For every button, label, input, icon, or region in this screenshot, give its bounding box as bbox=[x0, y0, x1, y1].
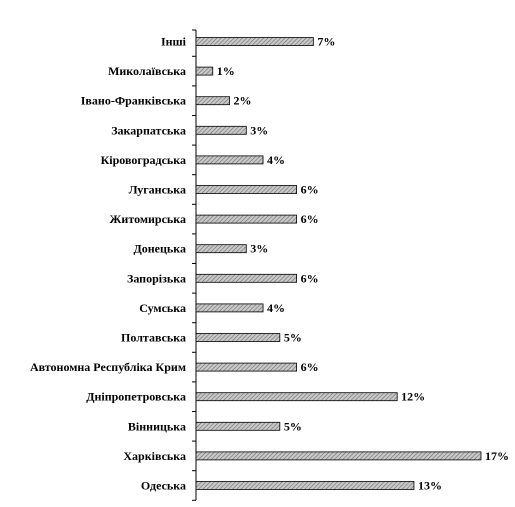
category-label: Сумська bbox=[139, 301, 186, 315]
value-label: 3% bbox=[250, 123, 268, 137]
bar bbox=[195, 244, 247, 254]
category-label: Одеська bbox=[141, 479, 186, 493]
category-label: Автономна Республіка Крим bbox=[30, 360, 186, 374]
value-label: 12% bbox=[401, 390, 425, 404]
bar bbox=[195, 451, 482, 461]
category-label: Закарпатська bbox=[111, 123, 186, 137]
category-label: Миколаївська bbox=[108, 64, 186, 78]
bar bbox=[195, 273, 297, 283]
bar bbox=[195, 37, 314, 46]
bar bbox=[195, 155, 264, 165]
value-label: 6% bbox=[301, 183, 319, 197]
category-label: Вінницька bbox=[128, 419, 186, 433]
bar bbox=[195, 303, 264, 313]
category-label: Донецька bbox=[134, 242, 187, 256]
value-label: 6% bbox=[301, 271, 319, 285]
value-label: 17% bbox=[485, 449, 509, 463]
value-label: 13% bbox=[418, 479, 442, 493]
bar bbox=[195, 481, 415, 490]
bar bbox=[195, 392, 398, 402]
bar bbox=[195, 66, 214, 76]
value-label: 4% bbox=[267, 301, 285, 315]
bar bbox=[195, 214, 297, 224]
bar bbox=[195, 125, 247, 135]
value-label: 7% bbox=[317, 35, 335, 49]
category-label: Кіровоградська bbox=[101, 153, 186, 167]
category-label: Луганська bbox=[129, 183, 186, 197]
value-label: 2% bbox=[234, 94, 252, 108]
bar bbox=[195, 421, 281, 431]
category-label: Житомирська bbox=[110, 212, 186, 226]
category-label: Івано-Франківська bbox=[81, 94, 186, 108]
value-label: 4% bbox=[267, 153, 285, 167]
value-label: 5% bbox=[284, 331, 302, 345]
category-label: Дніпропетровська bbox=[86, 390, 186, 404]
value-label: 1% bbox=[217, 64, 235, 78]
bar bbox=[195, 333, 281, 342]
category-label: Полтавська bbox=[121, 331, 186, 345]
value-label: 6% bbox=[301, 360, 319, 374]
plot-area: Інші 7% Миколаївська 1% Івано-Франківська 2% З… bbox=[30, 29, 509, 501]
value-label: 3% bbox=[250, 242, 268, 256]
value-label: 6% bbox=[301, 212, 319, 226]
category-label: Запорізька bbox=[127, 271, 186, 285]
bar bbox=[195, 185, 297, 194]
bar bbox=[195, 96, 230, 106]
value-label: 5% bbox=[284, 419, 302, 433]
category-label: Інші bbox=[161, 35, 187, 49]
bar bbox=[195, 362, 297, 372]
category-label: Харківська bbox=[123, 449, 186, 463]
